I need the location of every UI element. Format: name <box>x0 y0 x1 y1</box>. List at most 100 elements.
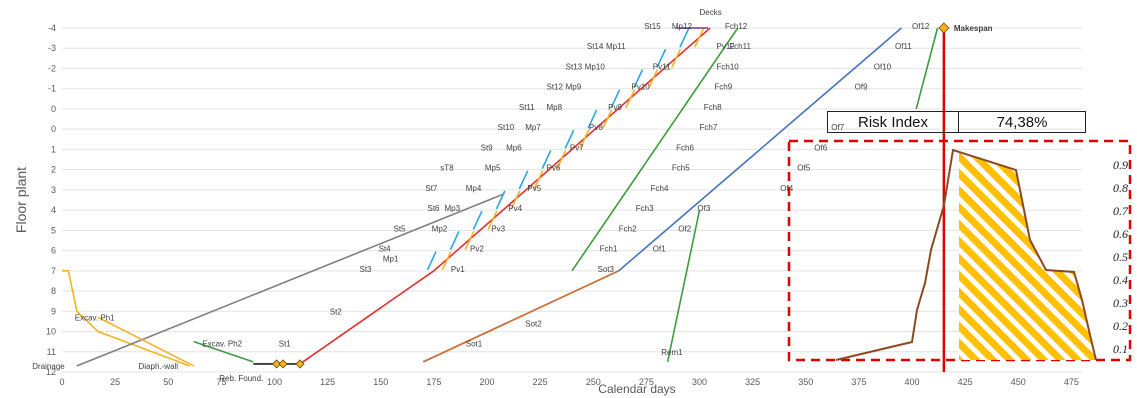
activity-label: St9 <box>481 143 494 152</box>
y-tick-label: 5 <box>51 225 56 235</box>
activity-label: St3 <box>360 265 373 274</box>
series-group <box>62 22 950 372</box>
y-tick-label: 1 <box>51 144 56 154</box>
x-tick-label: 0 <box>59 377 64 387</box>
series-line <box>97 316 195 367</box>
activity-label: Sot2 <box>525 319 542 328</box>
makespan-label: Makespan <box>954 24 993 33</box>
series-line <box>571 27 739 272</box>
activity-label: St12 <box>547 83 564 92</box>
milestone-marker <box>278 359 288 369</box>
risk-index-label: Risk Index <box>827 111 959 133</box>
milestone-marker <box>295 359 305 369</box>
y-tick-label: 8 <box>51 286 56 296</box>
mp-segment <box>472 210 483 230</box>
activity-label: St13 <box>566 62 583 71</box>
activity-label: Of2 <box>678 224 691 233</box>
activity-label: St2 <box>330 307 343 316</box>
activity-label: Of10 <box>874 62 892 71</box>
activity-label: Pv2 <box>470 245 484 254</box>
activity-label: Fch9 <box>714 83 732 92</box>
activity-label: Drainage <box>32 362 65 371</box>
pdf-level-label: 0.2 <box>1113 319 1128 333</box>
activity-label: Fch4 <box>651 184 669 193</box>
pdf-level-label: 0.8 <box>1113 181 1128 195</box>
activity-label: St15 <box>644 22 661 31</box>
y-tick-label: -2 <box>48 63 56 73</box>
pdf-curve <box>835 148 1097 361</box>
activity-label: Fch1 <box>600 245 618 254</box>
series-line <box>422 270 620 363</box>
activity-label: Excav. Ph1 <box>75 313 115 322</box>
activity-label: Pv4 <box>508 204 522 213</box>
x-tick-label: 25 <box>110 377 120 387</box>
pv-segment <box>579 129 590 149</box>
activity-label: St7 <box>425 184 438 193</box>
milestone-marker <box>272 359 282 369</box>
activity-label: Mp9 <box>566 83 582 92</box>
pv-segment <box>648 69 659 89</box>
series-line <box>915 27 939 110</box>
activity-label: Sot3 <box>598 265 615 274</box>
x-tick-label: 200 <box>479 377 494 387</box>
y-tick-label: 3 <box>51 185 56 195</box>
y-tick-label: -1 <box>48 84 56 94</box>
activity-label: Mp1 <box>383 255 399 264</box>
risk-distribution: 0.9 0.8 0.7 0.6 0.5 0.4 0.3 0.2 0.1 <box>787 139 1132 362</box>
x-tick-label: 300 <box>692 377 707 387</box>
x-tick-label: 475 <box>1064 377 1079 387</box>
y-tick-label: 0 <box>51 104 56 114</box>
y-tick-label: 7 <box>51 266 56 276</box>
pv-segment <box>602 109 613 129</box>
activity-label: Pv5 <box>527 184 541 193</box>
y-tick-label: 10 <box>46 327 56 337</box>
activity-label: Pv9 <box>608 103 622 112</box>
series-line <box>299 27 711 365</box>
pdf-level-label: 0.4 <box>1113 273 1128 287</box>
y-tick-label: -3 <box>48 43 56 53</box>
makespan-marker <box>938 22 950 34</box>
x-tick-label: 100 <box>267 377 282 387</box>
activity-label: Pv7 <box>570 143 584 152</box>
activity-label: Fch8 <box>704 103 722 112</box>
pv-segment <box>510 190 521 210</box>
mp-segment <box>495 190 506 210</box>
activity-label: Mp5 <box>485 164 501 173</box>
x-tick-label: 375 <box>851 377 866 387</box>
pv-segment <box>487 210 498 230</box>
activity-label: St4 <box>379 245 392 254</box>
activity-label: Reb. Found. <box>219 374 263 383</box>
activity-label: Pv12 <box>717 42 736 51</box>
series-line <box>422 27 902 363</box>
x-tick-label: 175 <box>426 377 441 387</box>
x-tick-label: 150 <box>373 377 388 387</box>
activity-label: Fch3 <box>636 204 654 213</box>
y-tick-label: 12 <box>46 367 56 377</box>
x-tick-label: 450 <box>1011 377 1026 387</box>
y-tick-label: 6 <box>51 246 56 256</box>
activity-label: Diaph.-wall <box>139 362 179 371</box>
activity-label: Of12 <box>912 22 930 31</box>
x-tick-label: 275 <box>639 377 654 387</box>
mp-segment <box>610 89 621 109</box>
annotation-labels: Excav. Ph1 Drainage Diaph.-wall Excav. Ph2 R… <box>32 8 992 383</box>
activity-label: Mp10 <box>585 62 606 71</box>
activity-label: Rem1 <box>661 348 683 357</box>
activity-label: Pv3 <box>491 224 505 233</box>
activity-label: Mp3 <box>445 204 461 213</box>
risk-region-border <box>787 139 1132 362</box>
mp-segment <box>587 109 598 129</box>
pdf-level-label: 0.6 <box>1113 227 1128 241</box>
pv-segment <box>694 28 705 48</box>
exceedance-area <box>953 150 1096 360</box>
activity-label: Sot1 <box>466 340 483 349</box>
activity-label: Mp4 <box>466 184 482 193</box>
grid <box>62 27 1082 373</box>
pv-segment <box>464 231 475 250</box>
x-tick-label: 400 <box>904 377 919 387</box>
activity-label: Pv1 <box>451 265 465 274</box>
series-line <box>193 340 254 363</box>
activity-label: Pv10 <box>632 83 651 92</box>
pdf-level-label: 0.9 <box>1113 158 1128 172</box>
activity-label: Pv11 <box>653 62 671 71</box>
